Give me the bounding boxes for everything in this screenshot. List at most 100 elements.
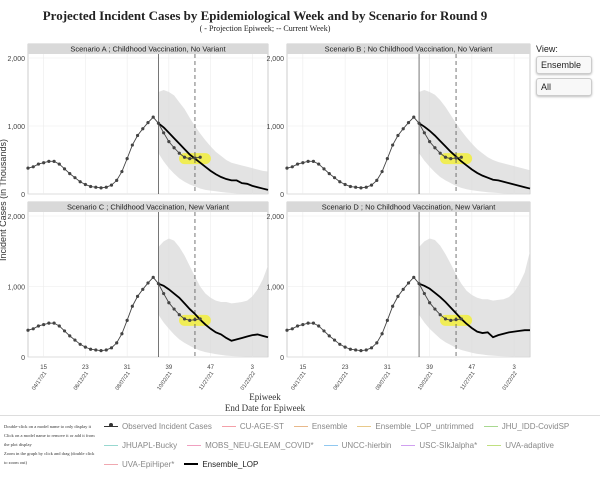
observed-point	[109, 346, 114, 350]
observed-line	[27, 276, 201, 352]
observed-point	[162, 291, 166, 296]
panel-title: Scenario D ; No Childhood Vaccination, N…	[322, 203, 496, 212]
panel-title: Scenario C ; Childhood Vaccination, New …	[67, 203, 230, 212]
observed-point	[188, 318, 192, 322]
legend-item[interactable]: MOBS_NEU-GLEAM_COVID*	[187, 439, 314, 451]
page-title: Projected Incident Cases by Epidemiologi…	[42, 8, 488, 23]
legend-item[interactable]: JHUAPL-Bucky	[104, 439, 177, 451]
legend-item[interactable]: Ensemble	[293, 420, 347, 432]
instruction-line: Click on a model name to remove it or ad…	[4, 433, 95, 438]
observed-point	[177, 151, 181, 155]
observed-point	[156, 282, 161, 286]
observed-point	[422, 131, 426, 135]
scenario-panel-d: Scenario D ; No Childhood Vaccination, N…	[266, 201, 531, 392]
instruction-line: Zoom in the graph by click and drag (dou…	[4, 451, 95, 456]
observed-point	[42, 161, 46, 165]
x-tick-date: 11/27/21	[460, 371, 477, 392]
observed-point	[295, 162, 300, 166]
legend-item[interactable]: UNCC-hierbin	[323, 439, 391, 451]
observed-point	[385, 157, 389, 161]
observed-point	[311, 159, 316, 163]
observed-point	[125, 157, 129, 161]
observed-point	[369, 183, 374, 187]
x-tick-date: 01/22/22	[240, 371, 257, 392]
projection-chart[interactable]: Incident Cases (in Thousands) Scenario A …	[0, 0, 600, 415]
observed-point	[99, 349, 103, 353]
legend-label: UVA-EpiHiper*	[122, 459, 175, 469]
y-tick-label: 2,000	[266, 56, 284, 63]
x-tick-week: 39	[166, 365, 173, 371]
observed-point	[162, 131, 166, 135]
view-ensemble-button[interactable]: Ensemble	[536, 56, 592, 74]
legend-swatch	[483, 425, 498, 427]
panel-title: Scenario B ; No Childhood Vaccination, N…	[325, 45, 494, 54]
observed-point	[99, 186, 103, 190]
observed-line	[27, 116, 201, 189]
observed-point	[290, 165, 294, 169]
ensemble-lop-line	[418, 282, 530, 339]
observed-point	[83, 345, 87, 349]
observed-point	[364, 348, 368, 352]
legend-swatch	[357, 425, 372, 427]
x-axis-label: Epiweek	[249, 392, 281, 402]
panel-title: Scenario A ; Childhood Vaccination, No V…	[70, 45, 226, 54]
observed-point	[62, 329, 67, 333]
observed-point	[454, 156, 458, 160]
legend-item[interactable]: Ensemble_LOP	[184, 458, 258, 470]
observed-point	[359, 186, 363, 190]
observed-point	[47, 321, 51, 325]
observed-point	[135, 133, 140, 138]
observed-point	[332, 338, 337, 342]
ensemble-lop-line	[418, 122, 531, 190]
observed-point	[146, 281, 150, 285]
panel-header	[28, 44, 268, 54]
x-tick-date: 04/17/21	[31, 371, 48, 392]
observed-point	[454, 318, 458, 322]
ensemble-lop-line	[158, 282, 269, 342]
observed-point	[412, 275, 416, 279]
scenario-panel-c: Scenario C ; Childhood Vaccination, New …	[7, 201, 269, 392]
x-tick-week: 47	[207, 365, 214, 371]
observed-point	[73, 338, 77, 342]
panel-header	[28, 202, 268, 212]
legend-item[interactable]: UVA-EpiHiper*	[104, 458, 174, 470]
y-tick-label: 2,000	[266, 214, 284, 221]
legend-item[interactable]: Ensemble_LOP_untrimmed	[357, 420, 474, 432]
observed-point	[295, 324, 300, 328]
y-tick-label: 2,000	[7, 214, 25, 221]
view-all-button[interactable]: All	[536, 78, 592, 96]
x-tick-week: 15	[300, 365, 307, 371]
observed-point	[120, 332, 124, 336]
legend-item[interactable]: UVA-adaptive	[487, 439, 554, 451]
observed-point	[406, 121, 411, 125]
observed-point	[78, 342, 82, 346]
legend-label: Ensemble_LOP_untrimmed	[375, 421, 474, 431]
legend-item[interactable]: Observed Incident Cases	[104, 420, 212, 432]
observed-point	[167, 140, 171, 144]
legend-item[interactable]: CU-AGE-ST	[221, 420, 284, 432]
observed-point	[104, 185, 108, 189]
x-tick-week: 47	[469, 365, 476, 371]
observed-point	[327, 334, 331, 338]
legend-item[interactable]: USC-SIkJalpha*	[401, 439, 477, 451]
observed-point	[52, 321, 56, 325]
x-tick-date: 10/02/21	[156, 371, 173, 392]
observed-point	[62, 167, 67, 171]
observed-point	[115, 178, 119, 182]
observed-point	[182, 155, 187, 159]
observed-point	[172, 307, 176, 311]
y-tick-label: 1,000	[7, 124, 25, 131]
observed-point	[401, 287, 405, 291]
observed-point	[285, 328, 289, 332]
x-tick-week: 31	[384, 365, 391, 371]
x-tick-week: 31	[124, 365, 131, 371]
legend-item[interactable]: JHU_IDD-CovidSP	[483, 420, 569, 432]
observed-point	[327, 172, 331, 176]
observed-point	[317, 324, 321, 328]
observed-point	[406, 281, 411, 285]
legend-swatch	[487, 444, 502, 446]
observed-point	[151, 115, 155, 119]
ensemble-lop-line	[157, 122, 269, 191]
observed-point	[375, 341, 379, 345]
observed-point	[338, 342, 342, 346]
